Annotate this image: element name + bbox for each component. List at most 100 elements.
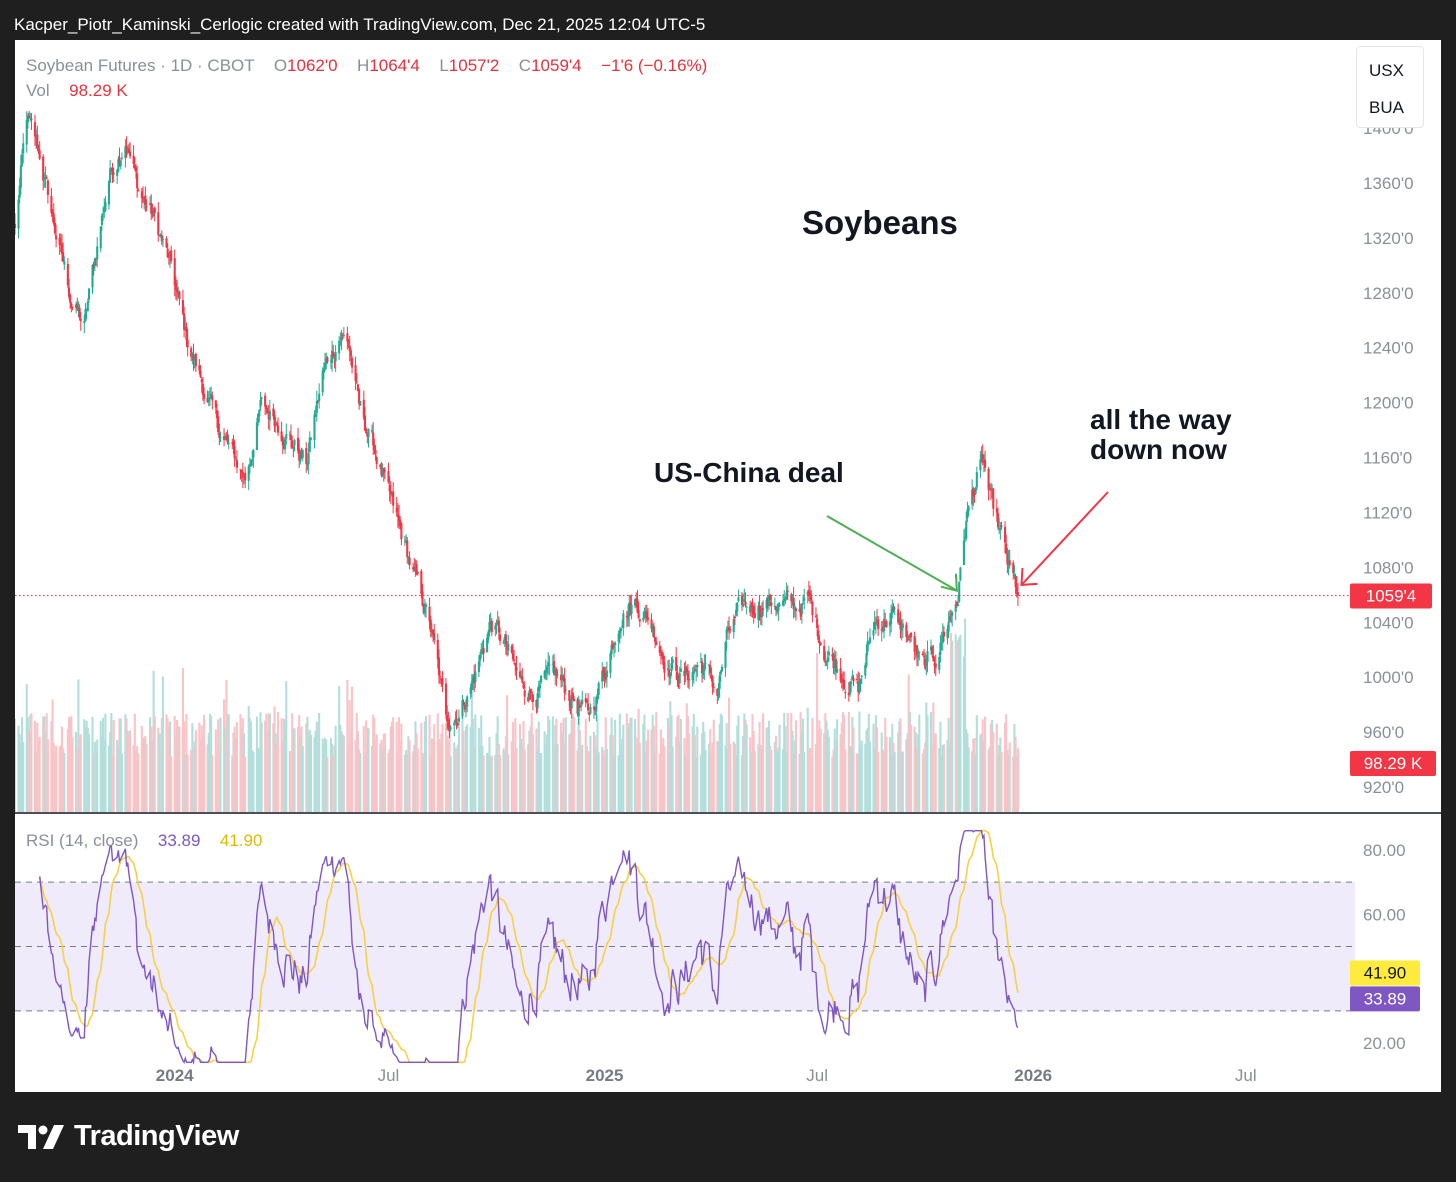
volume-bar <box>736 725 739 812</box>
volume-bar <box>87 734 91 812</box>
chart-frame[interactable]: Soybeans US-China deal all the way down now… <box>15 40 1441 1092</box>
volume-bar <box>992 732 995 812</box>
candle-body <box>348 345 351 352</box>
candle-body <box>464 708 468 710</box>
candle-body <box>635 598 638 602</box>
volume-bar <box>251 750 254 812</box>
volume-bar <box>629 717 632 812</box>
volume-bar <box>659 729 662 812</box>
last-price-badge: 1059'4 <box>1366 586 1417 605</box>
candle-body <box>22 143 25 154</box>
candle-body <box>965 520 968 539</box>
volume-bar <box>99 720 102 812</box>
contract-unit[interactable]: BUA <box>1369 98 1404 117</box>
candle-body <box>436 639 439 660</box>
candle-body <box>866 641 869 652</box>
volume-bar <box>831 756 834 812</box>
candle-body <box>235 460 239 468</box>
candle-body <box>859 678 862 685</box>
currency-unit[interactable]: USX <box>1369 61 1404 80</box>
volume-bar <box>481 745 484 812</box>
volume-bar <box>474 714 477 812</box>
volume-bar <box>153 716 156 812</box>
volume-bar <box>726 749 729 812</box>
volume-bar <box>777 747 780 812</box>
candle-body <box>248 464 251 467</box>
volume-bar <box>612 754 616 812</box>
volume-bar <box>439 741 442 812</box>
candle-body <box>296 437 300 451</box>
candle-body <box>183 313 186 330</box>
volume-bar <box>186 754 189 812</box>
candle-body <box>259 399 262 408</box>
candle-body <box>346 333 349 342</box>
volume-bar <box>823 733 826 812</box>
candle-body <box>177 292 180 295</box>
volume-bar <box>44 731 47 812</box>
candle-body <box>966 509 969 519</box>
volume-bar <box>199 740 202 812</box>
volume-bar <box>176 719 179 812</box>
tradingview-brand[interactable]: TradingView <box>18 1120 239 1153</box>
volume-bar <box>190 749 193 812</box>
candle-body <box>329 360 332 362</box>
volume-bar <box>839 734 842 812</box>
candle-body <box>486 637 489 653</box>
candle-body <box>571 692 574 699</box>
candle-body <box>67 287 71 297</box>
candle-body <box>827 652 830 656</box>
candle-body <box>293 439 296 446</box>
annotation-down-now-line: down now <box>1090 434 1227 465</box>
volume-bar <box>733 743 736 812</box>
unit-selector[interactable]: USX BUA <box>1356 46 1424 128</box>
candle-body <box>683 670 686 677</box>
candle-body <box>658 646 661 653</box>
candle-body <box>20 154 24 166</box>
candle-body <box>166 248 169 258</box>
volume-bar <box>206 744 209 812</box>
candle-body <box>530 691 533 694</box>
candle-body <box>783 599 786 601</box>
candle-body <box>988 487 991 490</box>
candle-body <box>192 354 195 361</box>
volume-bar <box>59 745 62 812</box>
candle-body <box>685 668 688 673</box>
volume-label[interactable]: Vol <box>26 81 50 100</box>
candle-body <box>421 591 424 606</box>
volume-bar <box>440 733 443 812</box>
volume-bar <box>609 735 612 812</box>
candle-body <box>449 727 452 730</box>
high-label: H <box>357 56 370 75</box>
volume-bar <box>510 741 513 812</box>
candle-body <box>515 666 518 671</box>
candle-body <box>362 399 365 418</box>
candle-body <box>556 674 559 676</box>
candle-body <box>75 304 78 308</box>
candle-body <box>547 661 550 667</box>
symbol-label[interactable]: Soybean Futures · 1D · CBOT <box>26 56 255 75</box>
volume-bar <box>1016 748 1020 812</box>
volume-bar <box>338 686 341 812</box>
volume-bar <box>444 722 448 812</box>
volume-bar <box>1015 755 1018 812</box>
volume-bar <box>51 699 54 812</box>
candle-body <box>628 602 631 617</box>
volume-bar <box>807 750 810 812</box>
candle-body <box>720 667 724 672</box>
volume-bar <box>214 729 217 812</box>
candle-body <box>258 410 261 417</box>
volume-bar <box>198 722 201 812</box>
candle-body <box>776 609 779 612</box>
rsi-label[interactable]: RSI (14, close) <box>26 831 139 850</box>
volume-bar <box>157 727 160 812</box>
candle-body <box>306 462 309 465</box>
candle-body <box>363 415 367 431</box>
candle-body <box>372 432 375 446</box>
volume-bar <box>703 731 706 812</box>
candle-body <box>814 615 818 617</box>
volume-bar <box>490 755 493 812</box>
volume-bar <box>850 746 853 812</box>
candle-body <box>490 620 493 632</box>
volume-bar <box>836 719 839 812</box>
